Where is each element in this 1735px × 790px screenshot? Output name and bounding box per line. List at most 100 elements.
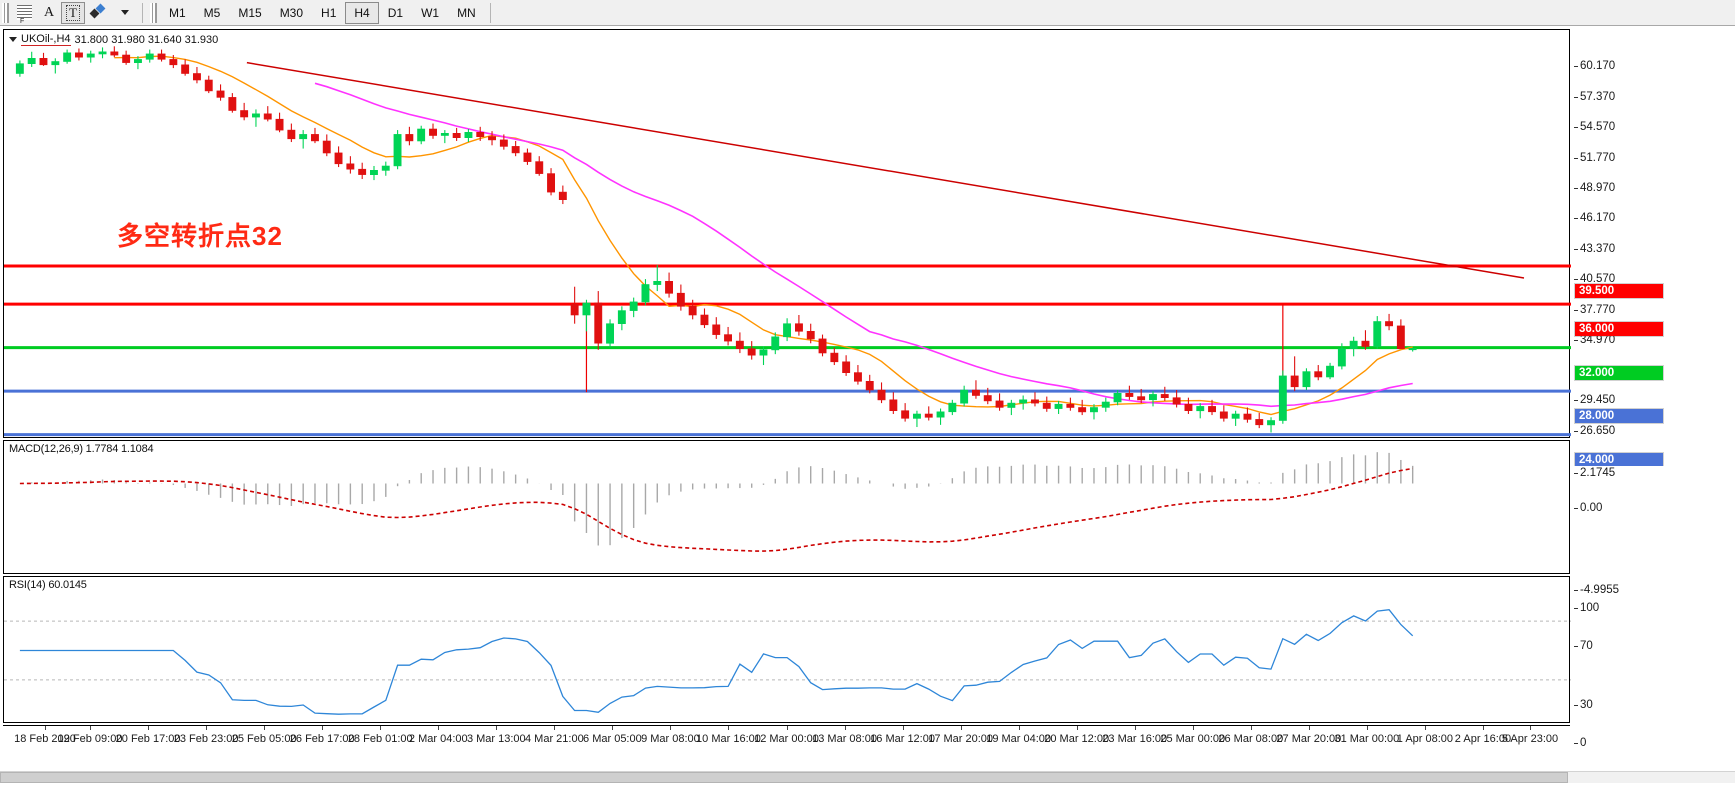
chevron-down-icon [121, 10, 129, 15]
time-tick-mark [264, 726, 266, 730]
time-tick: 3 Mar 13:00 [466, 733, 526, 745]
shapes-icon [89, 3, 108, 20]
time-tick-mark [554, 726, 556, 730]
time-tick: 6 Mar 05:00 [583, 733, 642, 745]
time-tick: 19 Feb 09:00 [57, 733, 123, 745]
price-level-badge[interactable]: 32.000 [1575, 365, 1663, 380]
timeframe-d1[interactable]: D1 [387, 5, 404, 20]
time-tick: 20 Mar 12:00 [1044, 733, 1110, 745]
time-tick-mark [438, 726, 440, 730]
price-tick: 40.570 [1573, 273, 1616, 286]
crosshair-grid-icon[interactable] [12, 2, 37, 25]
macd-axis[interactable]: 2.1745 0.00 -4.9955 [1572, 466, 1735, 600]
time-tick-mark [496, 726, 498, 730]
dropdown-caret-icon[interactable] [113, 2, 137, 24]
price-candles-layer [4, 46, 1571, 437]
symbol-header: UKOil-,H4 31.800 31.980 31.640 31.930 [9, 33, 218, 46]
macd-tick: 2.1745 [1573, 466, 1616, 479]
price-tick: 48.970 [1573, 182, 1616, 195]
chart-annotation-text: 多空转折点32 [117, 221, 283, 251]
price-axis[interactable]: 60.170 57.370 54.570 51.770 48.970 46.170 43.3… [1572, 55, 1735, 467]
time-tick-mark [380, 726, 382, 730]
time-tick-mark [1192, 726, 1194, 730]
time-tick: 2 Mar 04:00 [408, 733, 468, 745]
time-tick-mark [1250, 726, 1252, 730]
price-tick: 51.770 [1573, 151, 1616, 164]
scrollbar-thumb[interactable] [0, 772, 1568, 783]
time-tick: 18 Feb 2020 [14, 733, 76, 745]
grid-icon [17, 5, 32, 25]
macd-tick: -4.9955 [1573, 584, 1620, 597]
price-level-badge[interactable]: 24.000 [1575, 452, 1663, 467]
horizontal-scrollbar[interactable] [0, 771, 1735, 783]
time-tick: 1 Apr 08:00 [1396, 733, 1454, 745]
price-tick: 34.970 [1573, 334, 1616, 347]
time-tick: 25 Feb 05:00 [231, 733, 297, 745]
timeframe-m15[interactable]: M15 [238, 5, 262, 20]
rsi-plot-layer [4, 609, 1571, 715]
chart-toolbar: A T M1 M5 M15 M30 H1 H4 D1 W1 MN [0, 0, 1735, 26]
time-tick-mark [1366, 726, 1368, 730]
time-tick: 23 Mar 16:00 [1102, 733, 1168, 745]
timeframe-m30[interactable]: M30 [279, 5, 304, 20]
time-tick-mark [1530, 726, 1531, 730]
time-tick: 28 Feb 01:00 [347, 733, 413, 745]
symbol-ohlc: 31.800 31.980 31.640 31.930 [74, 33, 219, 46]
price-tick: 54.570 [1573, 121, 1616, 134]
rsi-tick: 100 [1573, 602, 1600, 614]
time-tick: 4 Mar 21:00 [524, 733, 584, 745]
price-level-badge[interactable]: 39.500 [1575, 284, 1663, 299]
time-axis[interactable]: 18 Feb 2020 19 Feb 09:00 20 Feb 17:00 23 Fe… [3, 725, 1570, 751]
rsi-tick: 0 [1573, 737, 1587, 749]
text-tool-icon: T [66, 4, 80, 21]
time-tick-mark [45, 726, 46, 730]
time-tick-mark [1308, 726, 1310, 730]
text-label-A-icon[interactable]: A [37, 2, 61, 24]
time-tick-mark [206, 726, 208, 730]
chart-area[interactable]: UKOil-,H4 31.800 31.980 31.640 31.930 多空… [0, 26, 1735, 790]
price-tick: 46.170 [1573, 212, 1616, 225]
macd-pane[interactable]: MACD(12,26,9) 1.7784 1.1084 [3, 440, 1570, 574]
rsi-pane[interactable]: RSI(14) 60.0145 [3, 576, 1571, 723]
price-level-badge[interactable]: 28.000 [1575, 409, 1663, 424]
time-tick: 31 Mar 00:00 [1334, 733, 1400, 745]
time-tick: 16 Mar 12:00 [870, 733, 935, 745]
timeframe-m1[interactable]: M1 [169, 5, 186, 20]
rsi-axis[interactable]: 100 70 30 0 [1572, 602, 1735, 749]
collapse-caret-icon[interactable] [9, 37, 17, 42]
text-object-icon[interactable]: T [61, 1, 85, 24]
macd-label: MACD(12,26,9) 1.7784 1.1084 [9, 443, 154, 455]
time-tick: 26 Mar 08:00 [1218, 733, 1284, 745]
timeframe-w1[interactable]: W1 [421, 5, 440, 20]
toolbar-drag-grip[interactable] [2, 2, 9, 23]
time-tick-mark [1134, 726, 1136, 730]
drawing-objects-icon[interactable] [85, 2, 113, 24]
timeframe-h4[interactable]: H4 [345, 1, 379, 24]
timeframe-m5[interactable]: M5 [203, 5, 221, 20]
time-tick: 5 Apr 23:00 [1501, 733, 1559, 745]
time-tick-mark [322, 726, 324, 730]
price-level-badge[interactable]: 36.000 [1575, 322, 1663, 337]
macd-plot-layer [19, 452, 1414, 552]
time-tick-mark [1076, 726, 1078, 730]
time-tick: 27 Mar 20:00 [1276, 733, 1342, 745]
time-tick: 9 Mar 08:00 [641, 733, 700, 745]
time-tick: 17 Mar 20:00 [928, 733, 994, 745]
price-tick: 43.370 [1573, 242, 1616, 255]
time-tick: 2 Apr 16:00 [1454, 733, 1512, 745]
time-tick: 12 Mar 00:00 [754, 733, 819, 745]
time-tick-mark [902, 726, 904, 730]
time-tick-mark [612, 726, 614, 730]
toolbar-divider [142, 2, 143, 23]
toolbar-divider-2 [489, 2, 491, 23]
timeframe-h1[interactable]: H1 [321, 5, 337, 20]
time-tick-mark [786, 726, 788, 730]
rsi-tick: 70 [1574, 640, 1593, 653]
price-pane[interactable]: UKOil-,H4 31.800 31.980 31.640 31.930 多空… [3, 29, 1571, 438]
time-tick: 25 Mar 00:00 [1160, 733, 1226, 745]
time-tick: 23 Feb 23:00 [173, 733, 239, 745]
timeframe-mn[interactable]: MN [457, 5, 476, 20]
timeframe-drag-grip[interactable] [150, 2, 157, 23]
price-tick: 60.170 [1573, 60, 1616, 73]
